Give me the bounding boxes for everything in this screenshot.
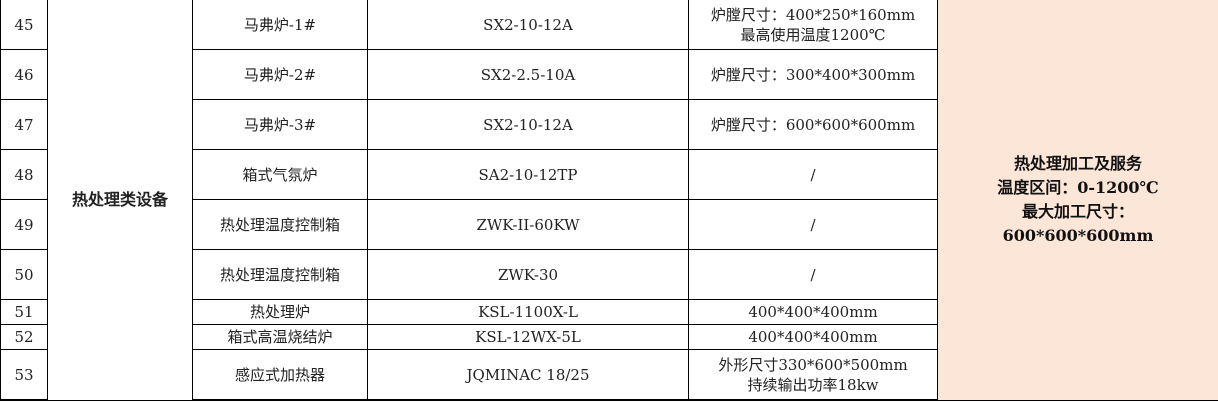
table-row: 53 感应式加热器 JQMINAC 18/25 外形尺寸330*600*500mm 持续… [0, 349, 1218, 401]
service-note-line: 热处理加工及服务 [1013, 153, 1142, 173]
equipment-name: 箱式气氛炉 [192, 149, 368, 200]
equipment-model: ZWK-30 [367, 249, 689, 300]
equipment-model: SX2-2.5-10A [367, 49, 689, 100]
spec-line: 外形尺寸330*600*500mm [718, 355, 908, 374]
row-number: 49 [0, 199, 48, 250]
equipment-model: JQMINAC 18/25 [367, 349, 689, 401]
equipment-name: 马弗炉-1# [192, 0, 368, 50]
equipment-model: KSL-1100X-L [367, 299, 689, 325]
service-note-line: 600*600*600mm [1002, 225, 1154, 245]
row-number: 53 [0, 349, 48, 401]
table-row: 51 热处理炉 KSL-1100X-L 400*400*400mm [0, 299, 1218, 325]
category-cell: 热处理类设备 [47, 0, 193, 401]
equipment-spec: 400*400*400mm [688, 299, 938, 325]
equipment-spec: 外形尺寸330*600*500mm 持续输出功率18kw [688, 349, 938, 401]
equipment-spec: 炉膛尺寸：600*600*600mm [688, 99, 938, 150]
spec-line: 持续输出功率18kw [747, 375, 879, 394]
spec-line: 400*400*400mm [748, 328, 878, 346]
spec-line: / [810, 165, 816, 184]
spec-line: / [810, 215, 816, 234]
equipment-model: ZWK-II-60KW [367, 199, 689, 250]
spec-line: 最高使用温度1200℃ [740, 25, 886, 44]
equipment-name: 马弗炉-3# [192, 99, 368, 150]
row-number: 48 [0, 149, 48, 200]
service-note-line: 最大加工尺寸： [1021, 201, 1134, 221]
service-note-line: 温度区间：0-1200℃ [997, 177, 1159, 197]
service-note-cell: 热处理加工及服务 温度区间：0-1200℃ 最大加工尺寸： 600*600*600mm [937, 0, 1218, 401]
equipment-name: 热处理温度控制箱 [192, 199, 368, 250]
equipment-name: 马弗炉-2# [192, 49, 368, 100]
spec-line: 400*400*400mm [748, 303, 878, 321]
row-number: 47 [0, 99, 48, 150]
equipment-spec: 炉膛尺寸：300*400*300mm [688, 49, 938, 100]
spec-line: 炉膛尺寸：400*250*160mm [710, 5, 916, 24]
table-row: 46 马弗炉-2# SX2-2.5-10A 炉膛尺寸：300*400*300mm [0, 49, 1218, 100]
row-number: 50 [0, 249, 48, 300]
row-number: 52 [0, 324, 48, 350]
row-number: 51 [0, 299, 48, 325]
spec-line: 炉膛尺寸：300*400*300mm [710, 65, 916, 84]
table-row: 48 箱式气氛炉 SA2-10-12TP / [0, 149, 1218, 200]
equipment-spec: 400*400*400mm [688, 324, 938, 350]
equipment-model: SX2-10-12A [367, 0, 689, 50]
table-row: 52 箱式高温烧结炉 KSL-12WX-5L 400*400*400mm [0, 324, 1218, 350]
row-number: 45 [0, 0, 48, 50]
equipment-spec: / [688, 149, 938, 200]
equipment-name: 箱式高温烧结炉 [192, 324, 368, 350]
row-number: 46 [0, 49, 48, 100]
spec-line: 炉膛尺寸：600*600*600mm [710, 115, 916, 134]
spec-line: / [810, 265, 816, 284]
equipment-model: KSL-12WX-5L [367, 324, 689, 350]
equipment-spec: / [688, 249, 938, 300]
equipment-name: 热处理温度控制箱 [192, 249, 368, 300]
equipment-spec: 炉膛尺寸：400*250*160mm 最高使用温度1200℃ [688, 0, 938, 50]
table-row: 47 马弗炉-3# SX2-10-12A 炉膛尺寸：600*600*600mm [0, 99, 1218, 150]
equipment-spec: / [688, 199, 938, 250]
equipment-name: 热处理炉 [192, 299, 368, 325]
equipment-name: 感应式加热器 [192, 349, 368, 401]
equipment-model: SA2-10-12TP [367, 149, 689, 200]
table-row: 50 热处理温度控制箱 ZWK-30 / [0, 249, 1218, 300]
equipment-model: SX2-10-12A [367, 99, 689, 150]
